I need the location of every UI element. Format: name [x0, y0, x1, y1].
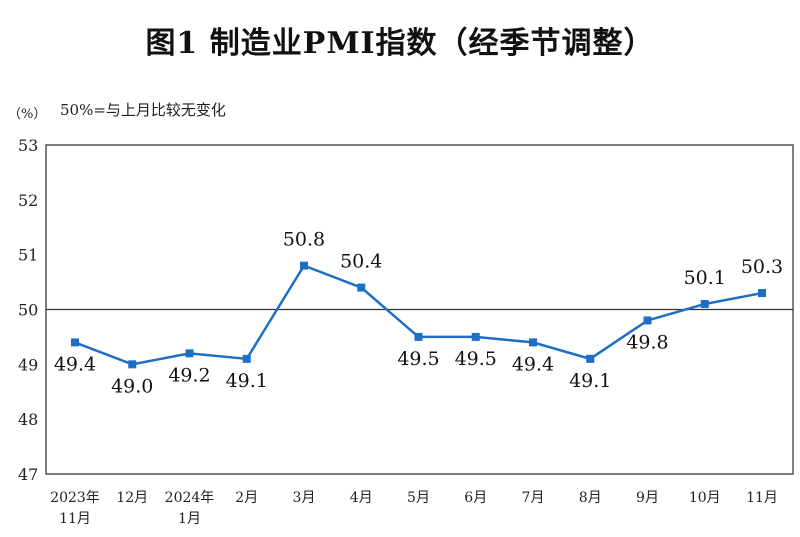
data-point — [357, 283, 366, 292]
x-tick-label: 11月 — [746, 490, 778, 506]
data-point — [185, 349, 194, 358]
annotation: 50%=与上月比较无变化 — [60, 101, 226, 119]
data-label: 50.8 — [283, 229, 325, 251]
data-point — [242, 354, 251, 363]
data-point — [128, 360, 137, 369]
y-tick-label: 48 — [18, 410, 38, 429]
data-point — [700, 300, 709, 309]
y-tick-label: 52 — [18, 191, 38, 210]
data-label: 49.1 — [226, 370, 268, 392]
data-label: 49.2 — [168, 364, 210, 386]
x-tick-label: 5月 — [407, 490, 430, 506]
y-axis-unit: （%） — [8, 107, 46, 122]
x-tick-label: 7月 — [522, 490, 545, 506]
x-tick-label: 10月 — [689, 490, 721, 506]
data-label: 49.1 — [569, 370, 611, 392]
data-label: 49.5 — [397, 348, 439, 370]
data-point — [586, 354, 595, 363]
y-tick-label: 47 — [18, 465, 38, 484]
x-tick-label: 1月 — [178, 511, 201, 527]
data-label: 50.3 — [741, 256, 783, 278]
x-tick-label: 2023年 — [50, 490, 100, 506]
data-label: 49.4 — [512, 353, 554, 375]
y-tick-label: 49 — [18, 355, 38, 374]
data-label: 50.4 — [340, 251, 382, 273]
data-point — [758, 289, 766, 298]
y-tick-label: 53 — [18, 136, 38, 155]
x-tick-label: 9月 — [636, 490, 659, 506]
x-tick-label: 4月 — [350, 490, 373, 506]
data-point — [529, 338, 537, 347]
data-label: 49.4 — [54, 353, 96, 375]
data-point — [300, 261, 308, 270]
x-tick-label: 12月 — [116, 490, 148, 506]
data-point — [414, 332, 423, 341]
x-tick-label: 2月 — [235, 490, 258, 506]
data-label: 49.8 — [626, 331, 668, 353]
data-point — [71, 338, 79, 347]
data-label: 49.5 — [455, 348, 497, 370]
x-tick-label: 8月 — [579, 490, 602, 506]
x-tick-label: 6月 — [464, 490, 487, 506]
data-label: 49.0 — [111, 375, 153, 397]
y-tick-label: 50 — [18, 301, 38, 320]
y-tick-label: 51 — [18, 246, 38, 265]
data-point — [643, 316, 652, 325]
x-tick-label: 2024年 — [165, 490, 215, 506]
x-tick-label: 3月 — [293, 490, 316, 506]
data-label: 50.1 — [684, 267, 726, 289]
x-tick-label: 11月 — [59, 511, 91, 527]
data-point — [471, 332, 480, 341]
chart-title: 图1 制造业PMI指数（经季节调整） — [145, 26, 655, 61]
